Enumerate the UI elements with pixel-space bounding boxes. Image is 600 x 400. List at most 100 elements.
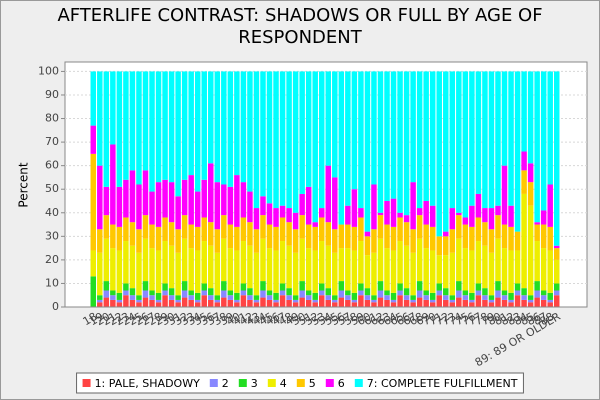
bar-segment — [129, 222, 136, 246]
bar-segment — [495, 290, 501, 298]
x-tick-label: 77 — [466, 310, 485, 328]
bar-segment — [540, 295, 547, 300]
bar-segment — [449, 302, 456, 307]
legend-swatch — [238, 379, 247, 387]
bar-segment — [97, 229, 103, 253]
bar-segment — [527, 299, 534, 303]
bar-segment — [116, 250, 123, 293]
bar-segment — [456, 281, 462, 291]
bar-segment — [214, 299, 221, 303]
bar-segment — [384, 71, 390, 201]
bar-segment — [305, 71, 312, 187]
chart-title: AFTERLIFE CONTRAST: SHADOWS OR FULL BY A… — [57, 5, 542, 48]
bar-segment — [338, 281, 345, 291]
y-tick-label: 60 — [45, 159, 59, 172]
bar-segment — [188, 295, 194, 300]
x-tick-label: 50 — [290, 310, 309, 328]
bar-segment — [142, 290, 149, 298]
bar-segment — [286, 222, 292, 246]
bar-segment — [273, 299, 279, 303]
bar-segment — [436, 236, 442, 256]
bar-segment — [305, 248, 312, 291]
bar-segment — [436, 71, 442, 237]
bar-segment — [247, 295, 253, 300]
bar-segment — [149, 248, 155, 291]
bar-segment — [103, 238, 110, 282]
bar-segment — [168, 245, 175, 289]
bar-segment — [90, 125, 97, 154]
bar-segment — [110, 295, 116, 300]
bar-segment — [443, 231, 449, 237]
x-tick-label: 69 — [414, 310, 433, 328]
bar-segment — [318, 217, 325, 242]
x-tick-label: 51 — [296, 310, 315, 328]
bar-segment — [449, 252, 456, 296]
bar-segment — [469, 71, 475, 206]
x-tick-label: 34 — [185, 310, 204, 328]
bar-segment — [234, 250, 240, 293]
bar-segment — [162, 179, 168, 218]
bar-segment — [449, 208, 456, 230]
bar-segment — [456, 212, 462, 216]
bar-segment — [547, 226, 553, 251]
x-tick-label: 74 — [446, 310, 465, 328]
bar-segment — [142, 170, 149, 216]
bar-segment — [456, 290, 462, 298]
legend-label: 2 — [222, 377, 229, 390]
bar-segment — [384, 224, 390, 249]
bar-segment — [266, 224, 273, 249]
bar-segment — [90, 250, 97, 277]
bar-segment — [273, 226, 279, 251]
bar-segment — [469, 250, 475, 293]
bar-segment — [384, 248, 390, 291]
bar-segment — [456, 297, 462, 307]
bar-segment — [253, 71, 260, 209]
bar-segment — [351, 292, 358, 300]
legend-label: 4 — [280, 377, 287, 390]
bar-segment — [266, 248, 273, 291]
bar-segment — [351, 71, 358, 190]
bar-segment — [521, 193, 527, 289]
bar-segment — [462, 217, 469, 225]
bar-segment — [136, 299, 142, 303]
bar-segment — [260, 281, 266, 291]
bar-segment — [390, 302, 397, 307]
bar-segment — [175, 196, 181, 230]
bar-segment — [482, 295, 488, 300]
bar-segment — [142, 238, 149, 282]
bar-segment — [318, 71, 325, 209]
bar-segment — [266, 203, 273, 225]
bar-segment — [501, 295, 508, 300]
bar-segment — [429, 205, 436, 227]
bar-segment — [168, 71, 175, 183]
bar-segment — [103, 297, 110, 307]
bar-segment — [488, 299, 495, 303]
bar-segment — [129, 295, 136, 300]
bar-segment — [253, 302, 260, 307]
bar-segment — [521, 299, 527, 307]
bar-segment — [188, 224, 194, 249]
x-tick-label: 46 — [263, 310, 282, 328]
bar-segment — [423, 224, 429, 249]
bar-segment — [97, 302, 103, 307]
bar-segment — [175, 299, 181, 303]
bar-segment — [332, 295, 338, 300]
x-tick-label: 58 — [342, 310, 361, 328]
bar-segment — [488, 208, 495, 230]
bar-segment — [390, 292, 397, 300]
bar-segment — [514, 250, 521, 284]
bar-segment — [475, 241, 482, 284]
bar-segment — [142, 71, 149, 171]
bar-segment — [534, 224, 540, 242]
bar-segment — [305, 299, 312, 307]
bar-segment — [371, 299, 377, 303]
bar-segment — [325, 245, 332, 289]
bar-segment — [227, 224, 234, 249]
bar-segment — [495, 71, 501, 206]
bar-segment — [527, 302, 534, 307]
bar-segment — [103, 186, 110, 216]
x-tick-label: 39 — [218, 310, 237, 328]
bar-segment — [371, 184, 377, 230]
bar-segment — [116, 71, 123, 187]
legend-label: 3 — [251, 377, 258, 390]
